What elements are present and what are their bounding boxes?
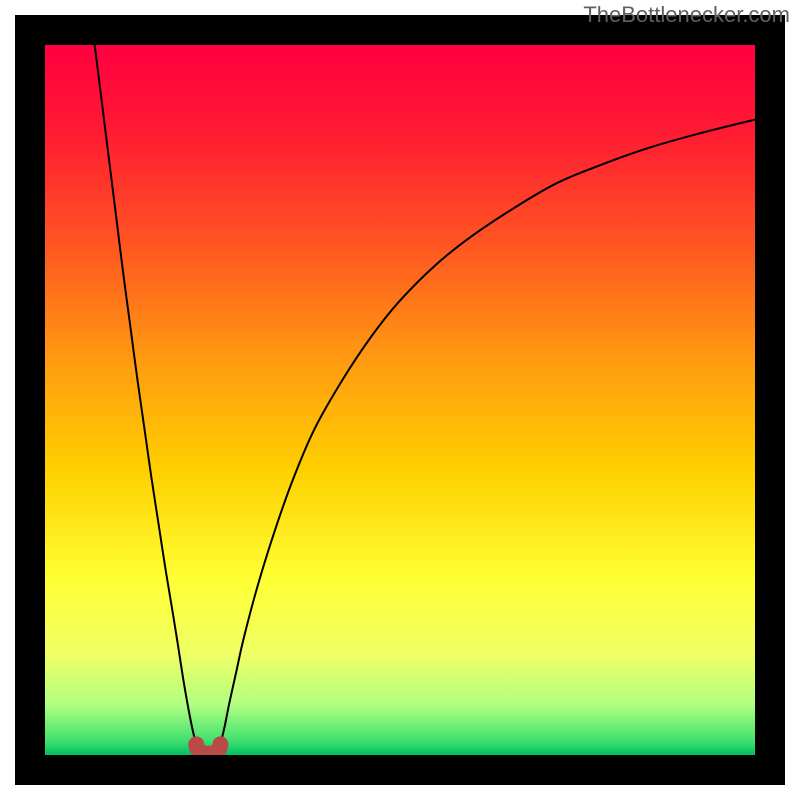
gradient-background [45,45,755,755]
bottleneck-chart: TheBottlenecker.com [0,0,800,800]
plot-svg [0,0,800,800]
